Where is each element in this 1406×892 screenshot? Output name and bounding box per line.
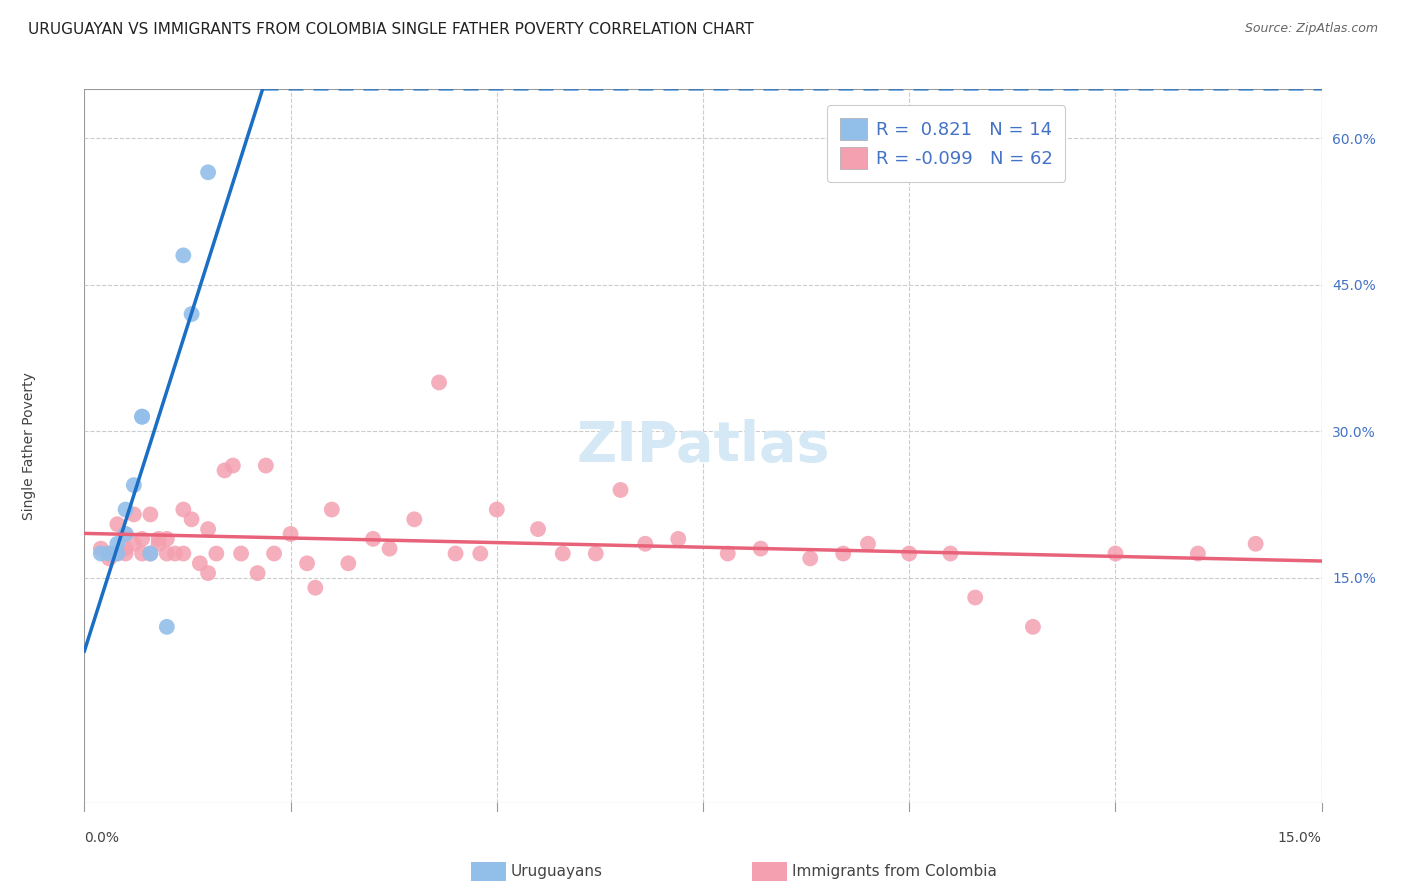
Point (585, 547, 607, 561)
Point (898, 547, 921, 561)
Point (131, 532, 153, 546)
Text: Single Father Poverty: Single Father Poverty (21, 372, 35, 520)
Point (105, 547, 128, 561)
Point (939, 547, 962, 561)
Point (172, 248, 194, 262)
Point (139, 547, 162, 561)
Point (485, 502, 508, 516)
Point (527, 522, 550, 536)
Point (551, 547, 574, 561)
Point (114, 547, 136, 561)
Point (90, 541, 112, 556)
Point (90, 547, 112, 561)
Point (1104, 547, 1126, 561)
Point (361, 532, 384, 546)
Point (122, 508, 145, 522)
Point (404, 512, 426, 526)
Point (148, 537, 170, 551)
Point (304, 581, 326, 595)
Point (1244, 537, 1267, 551)
Point (856, 537, 879, 551)
Point (666, 532, 689, 546)
Point (188, 557, 211, 571)
Point (1187, 547, 1209, 561)
Point (114, 502, 136, 516)
Point (799, 551, 821, 566)
Legend: R =  0.821   N = 14, R = -0.099   N = 62: R = 0.821 N = 14, R = -0.099 N = 62 (827, 105, 1066, 182)
Point (105, 537, 128, 551)
Text: URUGUAYAN VS IMMIGRANTS FROM COLOMBIA SINGLE FATHER POVERTY CORRELATION CHART: URUGUAYAN VS IMMIGRANTS FROM COLOMBIA SI… (28, 22, 754, 37)
Text: Immigrants from Colombia: Immigrants from Colombia (792, 864, 997, 879)
Point (197, 165, 219, 179)
Point (229, 547, 252, 561)
Point (246, 566, 269, 580)
Point (180, 307, 202, 321)
Point (98, 547, 121, 561)
Point (263, 547, 285, 561)
Point (337, 557, 360, 571)
Text: Source: ZipAtlas.com: Source: ZipAtlas.com (1244, 22, 1378, 36)
Point (295, 557, 318, 571)
Point (1022, 620, 1045, 634)
Text: ZIPatlas: ZIPatlas (576, 419, 830, 473)
Point (105, 547, 128, 561)
Point (114, 541, 136, 556)
Point (254, 458, 277, 473)
Point (214, 463, 236, 477)
Point (197, 566, 219, 580)
Point (139, 508, 162, 522)
Point (131, 409, 153, 424)
Point (122, 537, 145, 551)
Point (180, 512, 202, 526)
Point (470, 547, 492, 561)
Point (444, 547, 467, 561)
Text: Uruguayans: Uruguayans (510, 864, 602, 879)
Point (172, 547, 194, 561)
Point (717, 547, 740, 561)
Point (609, 483, 631, 497)
Point (156, 547, 179, 561)
Point (114, 527, 136, 541)
Point (222, 458, 245, 473)
Point (122, 478, 145, 492)
Point (427, 376, 450, 390)
Point (965, 591, 987, 605)
Point (321, 502, 343, 516)
Text: 0.0%: 0.0% (84, 831, 120, 846)
Point (634, 537, 657, 551)
Point (131, 547, 153, 561)
Point (172, 502, 194, 516)
Text: 15.0%: 15.0% (1278, 831, 1322, 846)
Point (280, 527, 302, 541)
Point (156, 532, 179, 546)
Point (205, 547, 228, 561)
Point (105, 517, 128, 532)
Point (131, 409, 153, 424)
Point (197, 522, 219, 536)
Point (378, 541, 401, 556)
Point (114, 527, 136, 541)
Point (165, 547, 187, 561)
Point (156, 620, 179, 634)
Point (148, 532, 170, 546)
Point (98, 547, 121, 561)
Point (832, 547, 855, 561)
Point (139, 547, 162, 561)
Point (749, 541, 772, 556)
Point (98, 551, 121, 566)
